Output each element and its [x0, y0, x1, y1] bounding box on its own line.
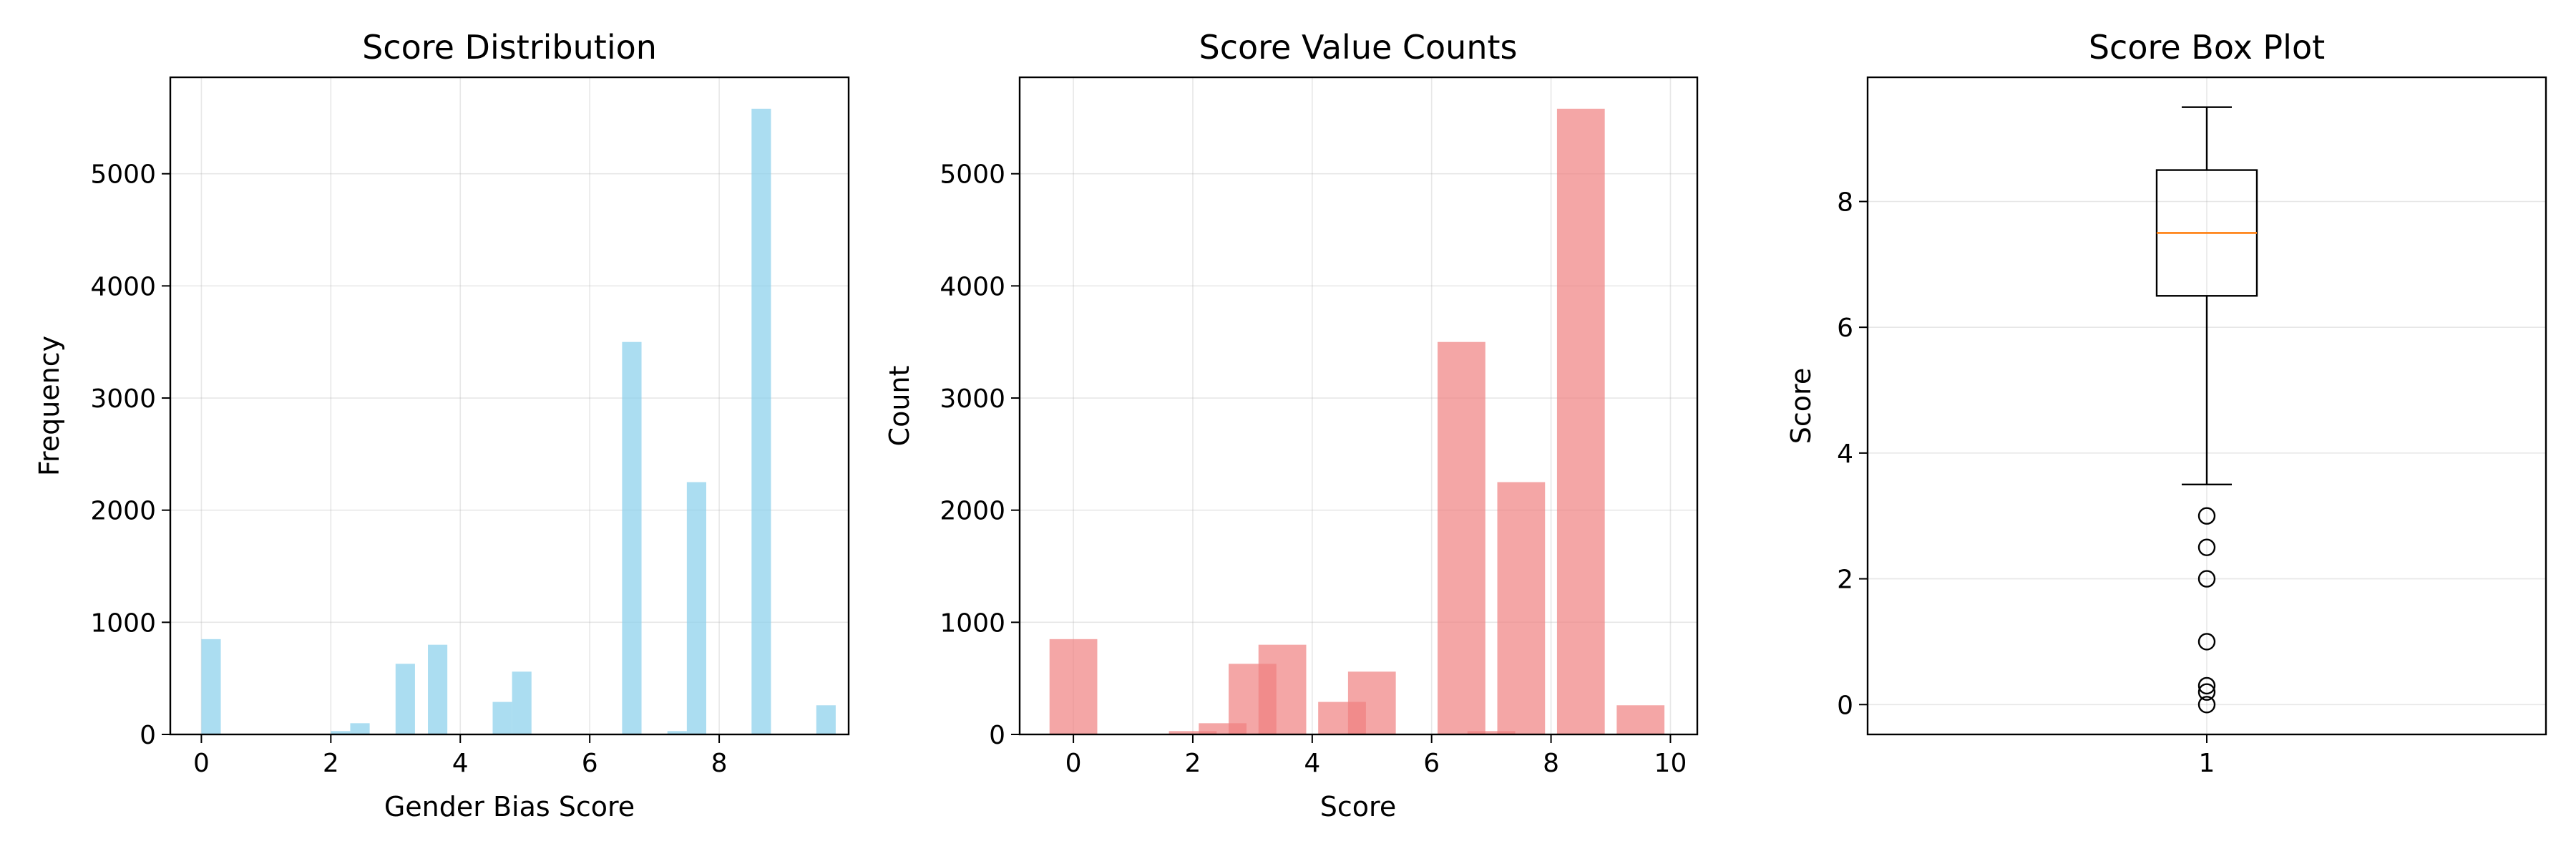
y-tick-label: 2: [1837, 566, 1853, 595]
y-tick-label: 6: [1837, 314, 1853, 343]
count-bar: [1467, 731, 1516, 734]
histogram-bar: [622, 341, 642, 734]
x-axis-label: Score: [1320, 791, 1396, 822]
x-tick-label: 6: [1423, 749, 1440, 778]
count-bar: [1497, 482, 1546, 734]
count-bar: [1258, 644, 1307, 734]
x-tick-label: 8: [711, 749, 728, 778]
chart-title: Score Value Counts: [1199, 28, 1518, 67]
histogram-bar: [751, 108, 771, 735]
x-tick-label: 4: [452, 749, 469, 778]
panel-score-value-counts: 0 2 4 6 8 10 0 1000 2000 3000 4000 5000 Score Valu…: [884, 28, 1699, 822]
count-bar: [1438, 341, 1485, 734]
histogram-bars: [201, 108, 836, 735]
histogram-bar: [686, 482, 706, 734]
plot-frame: [1018, 76, 1699, 736]
count-bar: [1347, 671, 1396, 734]
y-tick-label: 3000: [90, 384, 156, 414]
histogram-bar: [428, 644, 448, 734]
panel-score-distribution: 0 2 4 6 8 0 1000 2000 3000 4000 5000 Score Distri…: [34, 28, 850, 822]
histogram-bar: [667, 731, 687, 734]
y-tick-label: 8: [1837, 188, 1853, 217]
outlier-point: [2197, 538, 2216, 556]
x-tick-label: 2: [323, 749, 339, 778]
x-tick-label: 1: [2199, 749, 2215, 778]
x-tick-label: 8: [1543, 749, 1559, 778]
x-tick-label: 6: [582, 749, 598, 778]
plot-frame: [169, 76, 850, 736]
box-plot: [2155, 106, 2258, 714]
y-tick-label: 0: [1837, 691, 1853, 720]
y-tick-label: 0: [140, 721, 156, 750]
histogram-bar: [331, 731, 351, 734]
outlier-point: [2197, 570, 2216, 588]
count-bar: [1616, 705, 1665, 734]
outlier-point: [2197, 633, 2216, 651]
histogram-bar: [512, 671, 532, 734]
histogram-bar: [395, 664, 415, 734]
x-tick-label: 0: [1065, 749, 1082, 778]
count-bar: [1556, 108, 1605, 735]
x-tick-label: 10: [1654, 749, 1687, 778]
y-tick-label: 5000: [940, 160, 1005, 190]
count-bar: [1049, 639, 1098, 734]
grid: [170, 77, 849, 735]
outlier-point: [2197, 676, 2216, 695]
x-tick-label: 4: [1304, 749, 1320, 778]
histogram-bar: [201, 639, 221, 734]
y-ticks: 0 1000 2000 3000 4000 5000: [90, 160, 170, 750]
y-tick-label: 0: [989, 721, 1005, 750]
outlier-point: [2197, 696, 2216, 714]
y-tick-label: 3000: [940, 384, 1005, 414]
y-axis-label: Frequency: [34, 336, 65, 476]
y-tick-label: 1000: [90, 608, 156, 638]
histogram-bar: [816, 705, 836, 734]
y-tick-label: 4000: [90, 272, 156, 301]
y-tick-label: 5000: [90, 160, 156, 190]
x-axis-label: Gender Bias Score: [384, 791, 635, 822]
y-tick-label: 4: [1837, 440, 1853, 469]
panel-score-box-plot: 1 0 2 4 6 8 Score Box Plot Score: [1785, 28, 2547, 778]
outlier-point: [2197, 507, 2216, 525]
y-tick-label: 2000: [940, 497, 1005, 526]
chart-title: Score Box Plot: [2089, 28, 2325, 67]
y-ticks: 0 1000 2000 3000 4000 5000: [940, 160, 1020, 750]
x-tick-label: 0: [193, 749, 210, 778]
y-tick-label: 4000: [940, 272, 1005, 301]
y-ticks: 0 2 4 6 8: [1837, 188, 1868, 720]
histogram-bar: [350, 723, 370, 734]
x-ticks: 0 2 4 6 8 10: [1065, 734, 1687, 778]
x-ticks: 0 2 4 6 8: [193, 734, 728, 778]
x-tick-label: 2: [1185, 749, 1201, 778]
x-ticks: 1: [2199, 734, 2215, 778]
outlier-point: [2197, 683, 2216, 701]
y-axis-label: Score: [1785, 368, 1817, 444]
y-axis-label: Count: [884, 366, 915, 447]
chart-title: Score Distribution: [362, 28, 657, 67]
y-tick-label: 1000: [940, 608, 1005, 638]
count-bars: [1049, 108, 1665, 735]
histogram-bar: [492, 702, 512, 734]
count-bar: [1169, 731, 1217, 734]
y-tick-label: 2000: [90, 497, 156, 526]
